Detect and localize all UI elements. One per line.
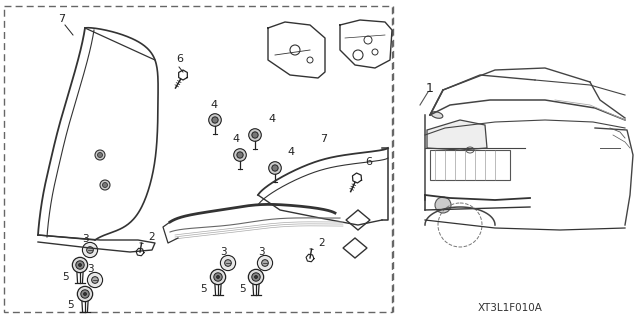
Circle shape xyxy=(262,260,268,266)
Circle shape xyxy=(92,277,99,283)
Text: 4: 4 xyxy=(210,100,217,110)
Circle shape xyxy=(255,276,257,278)
Circle shape xyxy=(83,293,86,295)
Text: 5: 5 xyxy=(200,284,207,294)
Circle shape xyxy=(237,152,243,158)
Circle shape xyxy=(72,257,88,273)
Circle shape xyxy=(76,261,84,269)
Text: 6: 6 xyxy=(365,157,372,167)
Circle shape xyxy=(97,152,102,158)
Text: 4: 4 xyxy=(268,114,275,124)
Text: 3: 3 xyxy=(82,234,88,244)
Text: 5: 5 xyxy=(239,284,246,294)
Circle shape xyxy=(209,114,221,126)
Circle shape xyxy=(220,256,236,271)
Circle shape xyxy=(88,272,102,288)
Circle shape xyxy=(212,117,218,123)
Circle shape xyxy=(79,263,81,267)
Circle shape xyxy=(83,242,98,258)
Text: 4: 4 xyxy=(287,147,294,157)
Text: 1: 1 xyxy=(426,81,434,94)
Circle shape xyxy=(225,260,231,266)
Text: 5: 5 xyxy=(62,272,68,282)
Circle shape xyxy=(269,162,282,174)
Circle shape xyxy=(100,180,110,190)
Circle shape xyxy=(272,165,278,171)
Circle shape xyxy=(95,150,105,160)
Circle shape xyxy=(102,182,108,188)
Polygon shape xyxy=(427,120,487,150)
Circle shape xyxy=(86,247,93,253)
Text: 3: 3 xyxy=(258,247,264,257)
Circle shape xyxy=(81,290,89,298)
Circle shape xyxy=(216,276,220,278)
Text: 4: 4 xyxy=(232,134,239,144)
FancyBboxPatch shape xyxy=(4,6,392,312)
Text: 6: 6 xyxy=(176,54,183,64)
Circle shape xyxy=(257,256,273,271)
Circle shape xyxy=(252,132,258,138)
Text: XT3L1F010A: XT3L1F010A xyxy=(477,303,543,313)
Circle shape xyxy=(248,269,264,285)
Text: 5: 5 xyxy=(67,300,74,310)
Circle shape xyxy=(435,197,451,213)
Circle shape xyxy=(234,149,246,161)
Text: 3: 3 xyxy=(87,264,93,274)
Ellipse shape xyxy=(431,112,443,118)
Text: 2: 2 xyxy=(148,232,155,242)
Text: 7: 7 xyxy=(58,14,65,24)
Circle shape xyxy=(214,273,222,281)
Circle shape xyxy=(211,269,226,285)
Bar xyxy=(430,150,510,180)
Circle shape xyxy=(77,286,93,302)
Text: 7: 7 xyxy=(320,134,327,144)
Text: 2: 2 xyxy=(318,238,324,248)
Circle shape xyxy=(252,273,260,281)
Text: 3: 3 xyxy=(220,247,227,257)
Circle shape xyxy=(249,129,261,141)
